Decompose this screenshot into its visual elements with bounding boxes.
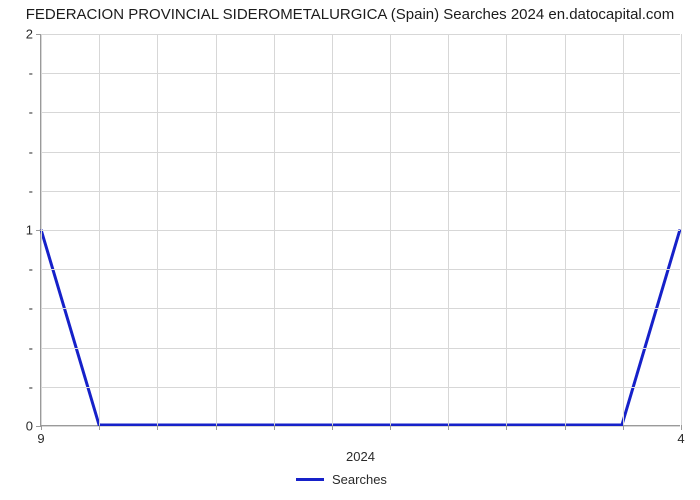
x-tick-mark <box>448 425 449 430</box>
y-tick-mark <box>36 34 41 35</box>
gridline-vertical <box>157 34 158 425</box>
x-tick-mark <box>506 425 507 430</box>
gridline-vertical <box>565 34 566 425</box>
series-polyline <box>41 230 680 426</box>
chart-container: FEDERACION PROVINCIAL SIDEROMETALURGICA … <box>0 0 700 500</box>
gridline-horizontal <box>41 112 680 113</box>
y-minor-label: - <box>29 183 41 198</box>
x-tick-mark <box>216 425 217 430</box>
y-minor-label: - <box>29 301 41 316</box>
y-minor-label: - <box>29 340 41 355</box>
gridline-horizontal <box>41 230 680 231</box>
gridline-horizontal <box>41 73 680 74</box>
y-minor-label: - <box>29 66 41 81</box>
legend-label: Searches <box>332 472 387 487</box>
gridline-horizontal <box>41 34 680 35</box>
gridline-vertical <box>506 34 507 425</box>
gridline-horizontal <box>41 191 680 192</box>
x-tick-mark <box>99 425 100 430</box>
y-minor-label: - <box>29 379 41 394</box>
y-minor-label: - <box>29 144 41 159</box>
gridline-vertical <box>390 34 391 425</box>
x-tick-mark <box>332 425 333 430</box>
chart-title: FEDERACION PROVINCIAL SIDEROMETALURGICA … <box>0 6 700 23</box>
x-tick-mark <box>390 425 391 430</box>
x-tick-mark <box>157 425 158 430</box>
x-axis-center-label: 2024 <box>346 425 375 464</box>
gridline-horizontal <box>41 308 680 309</box>
y-minor-label: - <box>29 105 41 120</box>
legend-swatch <box>296 478 324 481</box>
gridline-vertical <box>274 34 275 425</box>
gridline-vertical <box>681 34 682 425</box>
gridline-vertical <box>448 34 449 425</box>
gridline-vertical <box>332 34 333 425</box>
x-tick-mark <box>274 425 275 430</box>
legend: Searches <box>296 472 387 487</box>
plot-area: 012--------942024 <box>40 34 680 426</box>
gridline-horizontal <box>41 269 680 270</box>
x-tick-mark <box>623 425 624 430</box>
x-tick-mark <box>565 425 566 430</box>
x-tick-label: 9 <box>37 425 44 446</box>
gridline-vertical <box>41 34 42 425</box>
gridline-horizontal <box>41 387 680 388</box>
y-minor-label: - <box>29 262 41 277</box>
gridline-vertical <box>99 34 100 425</box>
y-tick-mark <box>36 230 41 231</box>
gridline-vertical <box>216 34 217 425</box>
gridline-vertical <box>623 34 624 425</box>
x-tick-label: 4 <box>677 425 684 446</box>
gridline-horizontal <box>41 152 680 153</box>
gridline-horizontal <box>41 348 680 349</box>
